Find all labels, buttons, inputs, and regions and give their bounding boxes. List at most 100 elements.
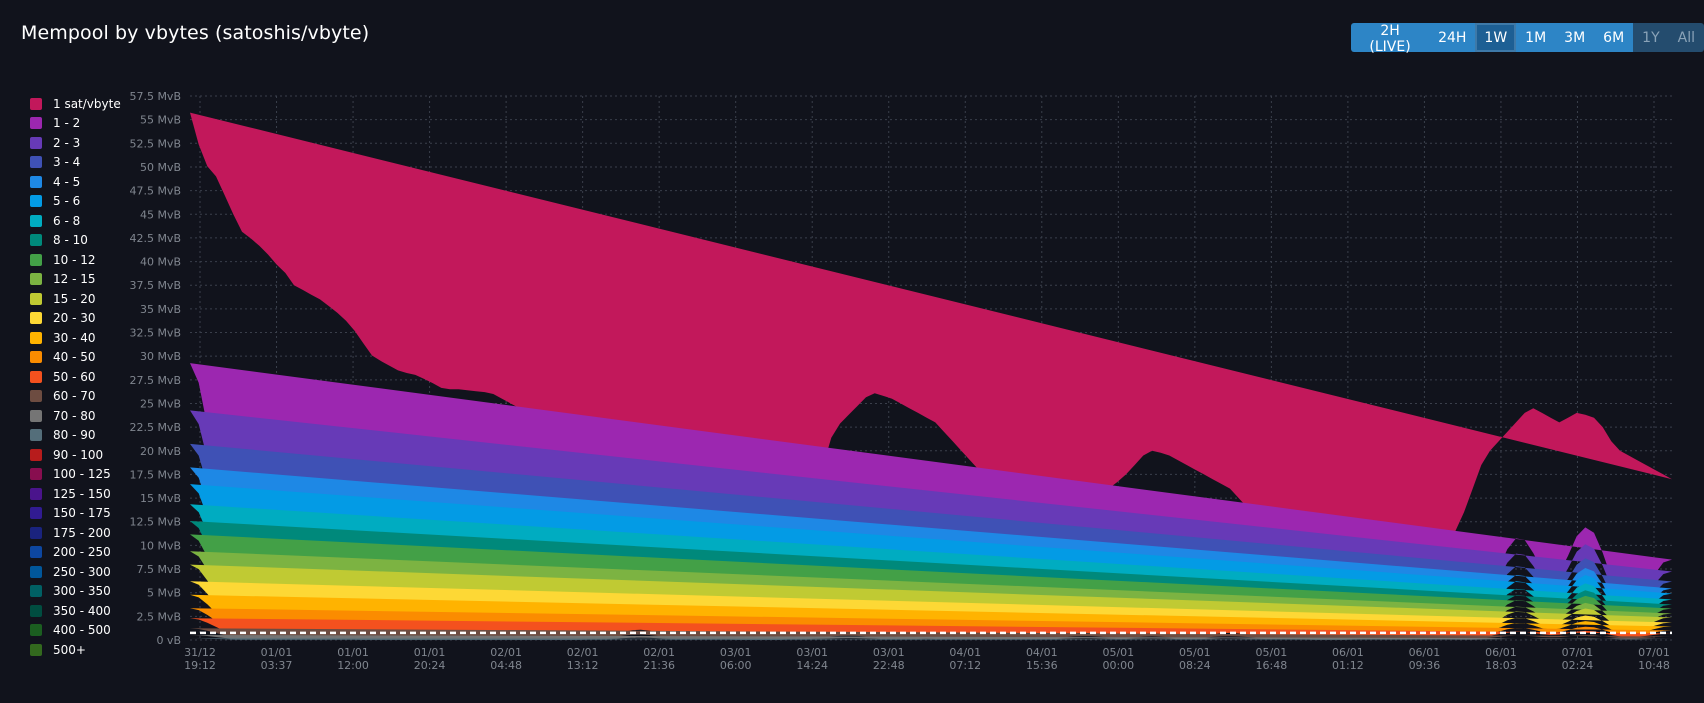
- x-tick-time: 22:48: [873, 659, 905, 672]
- legend-item[interactable]: 200 - 250: [30, 543, 121, 563]
- range-button-1w[interactable]: 1W: [1475, 23, 1517, 52]
- legend-item[interactable]: 300 - 350: [30, 582, 121, 602]
- legend-swatch: [30, 117, 42, 130]
- legend-item[interactable]: 30 - 40: [30, 328, 121, 348]
- legend-item[interactable]: 400 - 500: [30, 621, 121, 641]
- legend-label: 6 - 8: [53, 213, 81, 228]
- y-tick-label: 0 vB: [156, 634, 181, 647]
- x-tick-date: 05/01: [1102, 646, 1134, 659]
- legend-item[interactable]: 10 - 12: [30, 250, 121, 270]
- legend-label: 500+: [53, 642, 86, 657]
- area-series-16: [190, 635, 1672, 640]
- legend-item[interactable]: 8 - 10: [30, 231, 121, 251]
- x-tick-time: 21:36: [643, 659, 675, 672]
- y-tick-label: 10 MvB: [140, 539, 181, 552]
- legend-item[interactable]: 90 - 100: [30, 445, 121, 465]
- y-tick-label: 40 MvB: [140, 256, 181, 269]
- legend-item[interactable]: 5 - 6: [30, 192, 121, 212]
- legend-swatch: [30, 526, 42, 539]
- legend-item[interactable]: 100 - 125: [30, 465, 121, 485]
- legend-item[interactable]: 4 - 5: [30, 172, 121, 192]
- legend-item[interactable]: 6 - 8: [30, 211, 121, 231]
- legend-swatch: [30, 565, 42, 578]
- x-tick-date: 07/01: [1638, 646, 1670, 659]
- legend-swatch: [30, 429, 42, 442]
- legend-swatch: [30, 97, 42, 110]
- legend-label: 15 - 20: [53, 291, 96, 306]
- legend-swatch: [30, 351, 42, 364]
- y-tick-label: 12.5 MvB: [129, 516, 181, 529]
- legend-label: 300 - 350: [53, 584, 111, 599]
- legend-item[interactable]: 80 - 90: [30, 426, 121, 446]
- x-tick-time: 08:24: [1179, 659, 1211, 672]
- legend-label: 3 - 4: [53, 155, 81, 170]
- range-button-24h[interactable]: 24H: [1429, 23, 1476, 52]
- legend-label: 10 - 12: [53, 252, 96, 267]
- legend-item[interactable]: 350 - 400: [30, 601, 121, 621]
- x-tick-date: 03/01: [873, 646, 905, 659]
- legend-swatch: [30, 273, 42, 286]
- x-tick-time: 19:12: [184, 659, 216, 672]
- stacked-areas: [190, 112, 1672, 640]
- legend-item[interactable]: 150 - 175: [30, 504, 121, 524]
- legend-item[interactable]: 70 - 80: [30, 406, 121, 426]
- area-series-0: [190, 112, 1672, 612]
- legend-swatch: [30, 643, 42, 656]
- legend-label: 125 - 150: [53, 486, 111, 501]
- x-tick-time: 02:24: [1562, 659, 1594, 672]
- area-series-17: [190, 638, 1672, 640]
- x-tick-date: 06/01: [1485, 646, 1517, 659]
- x-tick-time: 03:37: [261, 659, 293, 672]
- range-button-2h-live[interactable]: 2H (LIVE): [1351, 23, 1430, 55]
- x-tick-time: 00:00: [1102, 659, 1134, 672]
- x-tick-time: 10:48: [1638, 659, 1670, 672]
- legend-label: 90 - 100: [53, 447, 104, 462]
- legend-label: 350 - 400: [53, 603, 111, 618]
- legend-swatch: [30, 234, 42, 247]
- y-tick-label: 37.5 MvB: [129, 279, 181, 292]
- legend-item[interactable]: 1 - 2: [30, 114, 121, 134]
- range-button-all: All: [1668, 23, 1704, 52]
- y-tick-label: 57.5 MvB: [129, 90, 181, 103]
- y-tick-label: 32.5 MvB: [129, 327, 181, 340]
- legend-swatch: [30, 156, 42, 169]
- legend-swatch: [30, 390, 42, 403]
- legend-item[interactable]: 3 - 4: [30, 153, 121, 173]
- legend-item[interactable]: 1 sat/vbyte: [30, 94, 121, 114]
- chart-title: Mempool by vbytes (satoshis/vbyte): [21, 22, 370, 44]
- legend-swatch: [30, 546, 42, 559]
- legend-swatch: [30, 585, 42, 598]
- legend-label: 5 - 6: [53, 194, 81, 209]
- legend-item[interactable]: 250 - 300: [30, 562, 121, 582]
- legend-label: 50 - 60: [53, 369, 96, 384]
- legend-item[interactable]: 500+: [30, 640, 121, 660]
- legend-item[interactable]: 2 - 3: [30, 133, 121, 153]
- legend-item[interactable]: 20 - 30: [30, 309, 121, 329]
- legend-item[interactable]: 15 - 20: [30, 289, 121, 309]
- range-button-3m[interactable]: 3M: [1555, 23, 1595, 52]
- x-tick-time: 18:03: [1485, 659, 1517, 672]
- legend-swatch: [30, 409, 42, 422]
- y-tick-label: 20 MvB: [140, 445, 181, 458]
- y-tick-label: 30 MvB: [140, 350, 181, 363]
- legend-item[interactable]: 50 - 60: [30, 367, 121, 387]
- y-tick-label: 22.5 MvB: [129, 421, 181, 434]
- range-button-1m[interactable]: 1M: [1516, 23, 1556, 52]
- legend-item[interactable]: 40 - 50: [30, 348, 121, 368]
- legend-swatch: [30, 175, 42, 188]
- legend-label: 60 - 70: [53, 389, 96, 404]
- legend-label: 150 - 175: [53, 506, 111, 521]
- legend-item[interactable]: 175 - 200: [30, 523, 121, 543]
- x-tick-time: 13:12: [567, 659, 599, 672]
- range-button-6m[interactable]: 6M: [1594, 23, 1634, 52]
- legend-label: 20 - 30: [53, 311, 96, 326]
- y-tick-label: 47.5 MvB: [129, 185, 181, 198]
- legend-swatch: [30, 292, 42, 305]
- legend-swatch: [30, 604, 42, 617]
- legend-item[interactable]: 60 - 70: [30, 387, 121, 407]
- legend-item[interactable]: 12 - 15: [30, 270, 121, 290]
- legend-label: 400 - 500: [53, 623, 111, 638]
- legend-swatch: [30, 487, 42, 500]
- legend-item[interactable]: 125 - 150: [30, 484, 121, 504]
